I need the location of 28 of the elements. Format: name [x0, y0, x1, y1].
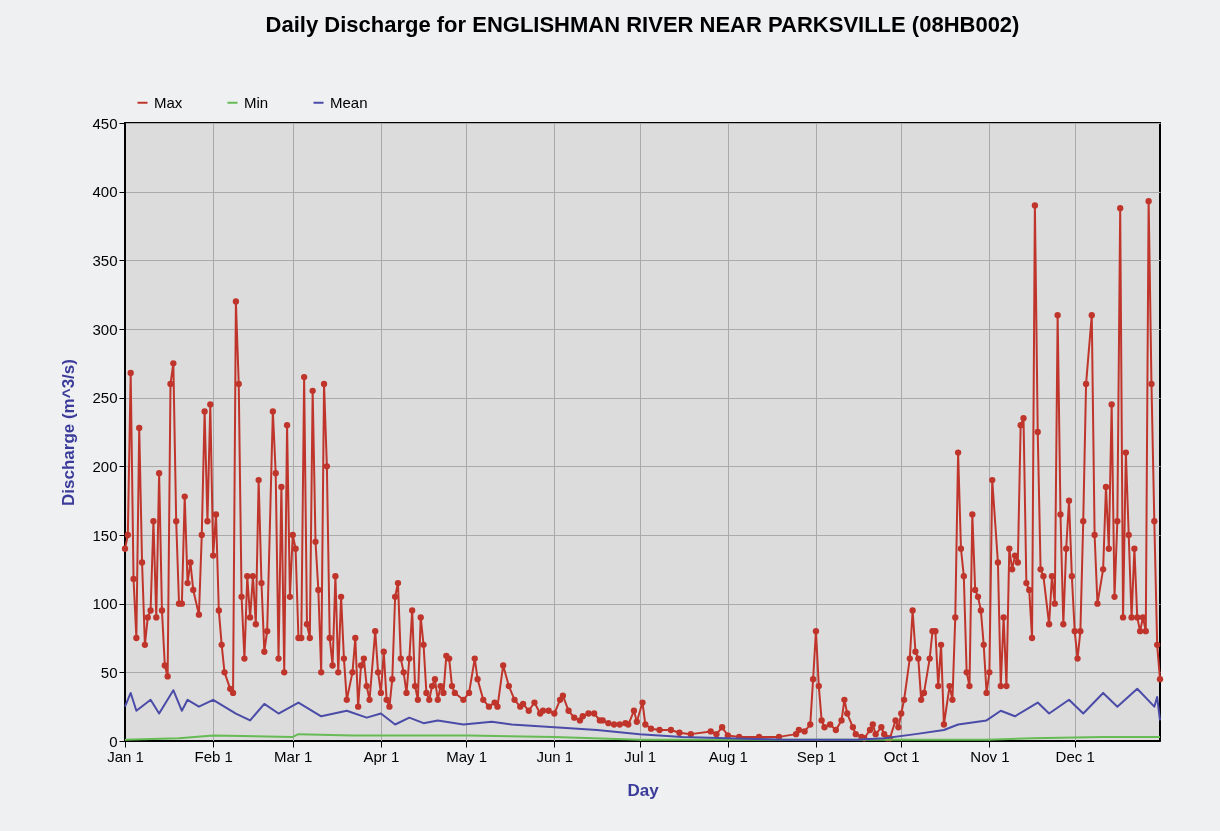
y-tick-label: 50 — [100, 663, 118, 681]
x-tick-label: Aug 1 — [708, 747, 748, 765]
x-tick-label: Dec 1 — [1055, 747, 1095, 765]
x-tick-label: Apr 1 — [363, 747, 400, 765]
y-tick-label: 150 — [92, 526, 118, 544]
x-tick-label: Feb 1 — [194, 747, 233, 765]
x-tick-label: Mar 1 — [274, 747, 313, 765]
x-tick-label: Jan 1 — [107, 747, 144, 765]
x-axis-title: Day — [627, 780, 660, 800]
legend-label: Mean — [330, 93, 368, 111]
x-tick-label: Nov 1 — [970, 747, 1010, 765]
y-tick-label: 400 — [92, 183, 118, 201]
y-tick-label: 100 — [92, 595, 118, 613]
x-tick-label: Jul 1 — [624, 747, 656, 765]
y-tick-label: 350 — [92, 251, 118, 269]
x-tick-label: Jun 1 — [536, 747, 574, 765]
chart-title: Daily Discharge for ENGLISHMAN RIVER NEAR PARKSVILLE (08HB002) — [265, 12, 1020, 37]
y-axis-title: Discharge (m^3/s) — [59, 359, 79, 506]
y-tick-label: 450 — [92, 114, 118, 132]
legend-label: Min — [244, 93, 269, 111]
legend-label: Max — [154, 93, 183, 111]
y-tick-label: 250 — [92, 389, 118, 407]
y-tick-label: 300 — [92, 320, 118, 338]
y-tick-label: 200 — [92, 457, 118, 475]
x-tick-label: Oct 1 — [883, 747, 920, 765]
x-tick-label: May 1 — [446, 747, 488, 765]
x-tick-label: Sep 1 — [796, 747, 837, 765]
y-tick-label: 0 — [109, 732, 118, 750]
